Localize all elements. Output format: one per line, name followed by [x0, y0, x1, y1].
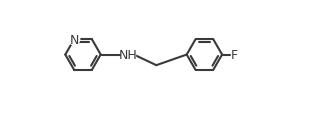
Text: N: N [69, 33, 79, 46]
Text: F: F [231, 49, 238, 62]
Text: NH: NH [118, 49, 137, 62]
Circle shape [69, 34, 80, 45]
FancyBboxPatch shape [121, 50, 135, 60]
